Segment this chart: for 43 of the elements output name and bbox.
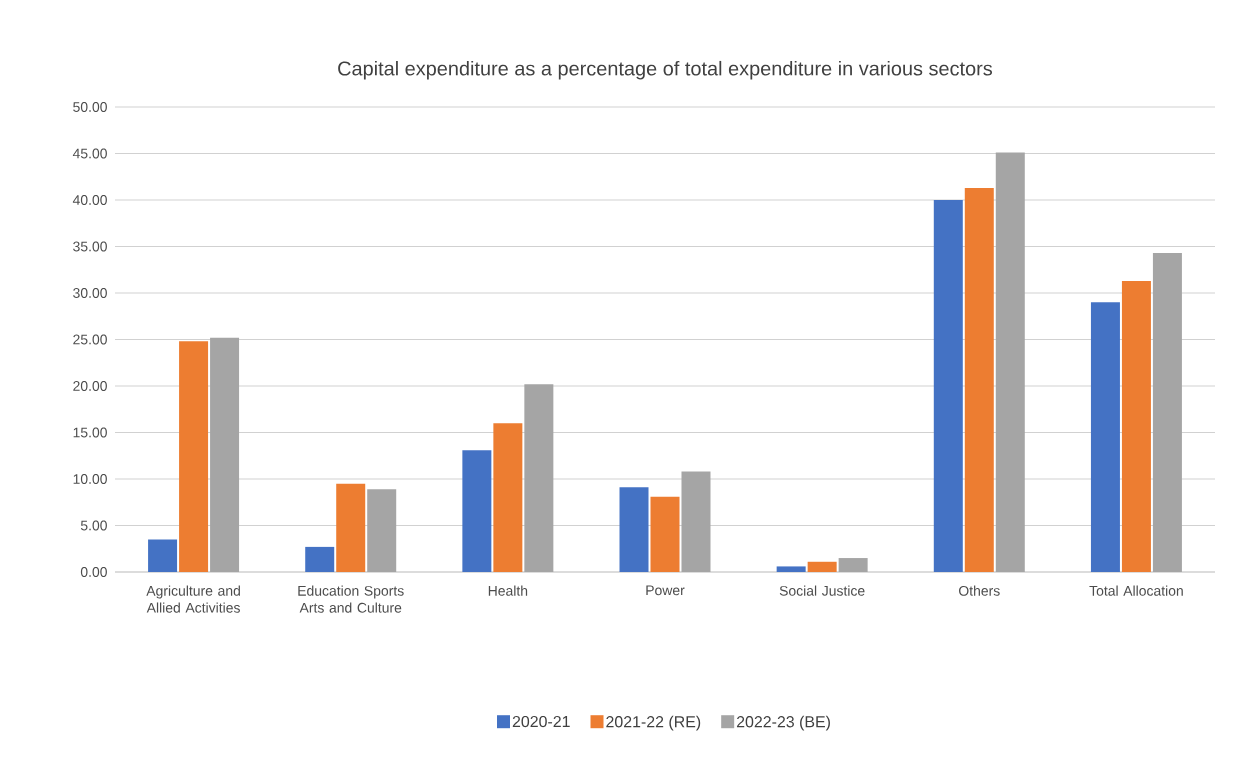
bar [305,546,335,572]
bar [995,152,1025,572]
bar [807,561,837,572]
bar [179,341,209,572]
x-tick-label: Education Sports Arts and Culture [298,585,404,613]
bar [367,489,397,572]
legend-label: 2020-21 [512,715,570,728]
y-tick-label: 30.00 [73,288,107,298]
chart-title: Capital expenditure as a percentage of total expenditure in various sectors [338,60,993,80]
y-tick-label: 35.00 [73,241,107,252]
y-tick-label: 15.00 [73,427,107,438]
bar [336,483,366,572]
bar [838,558,868,572]
y-tick-label: 45.00 [72,148,107,159]
bar [462,450,492,572]
y-tick-label: 25.00 [73,334,107,345]
x-tick-label: Total Allocation [1089,585,1183,596]
bar [210,337,240,572]
y-tick-label: 5.00 [80,520,107,531]
y-tick-label: 40.00 [72,195,107,205]
bar [1121,280,1151,572]
x-tick-label: Power [646,585,685,596]
bar [933,200,963,572]
y-tick-label: 50.00 [73,102,107,112]
bar [1152,253,1182,572]
bar [148,539,178,572]
y-tick-label: 20.00 [73,381,107,391]
bar [681,471,711,572]
x-tick-label: Social Justice [779,585,865,596]
x-tick-label: Health [488,585,528,596]
bar [776,566,806,572]
x-tick-label: Agriculture and Allied Activities [146,585,240,613]
bar [964,187,994,572]
legend-label: 2021-22 (RE) [606,715,701,731]
bar [1090,302,1120,572]
bar [650,496,680,572]
bar [524,384,554,572]
y-tick-label: 10.00 [73,474,107,484]
bar [619,487,649,572]
x-tick-label: Others [959,585,1000,596]
legend-label: 2022-23 (BE) [736,715,830,731]
y-tick-label: 0.00 [80,567,107,577]
bar [493,423,523,572]
